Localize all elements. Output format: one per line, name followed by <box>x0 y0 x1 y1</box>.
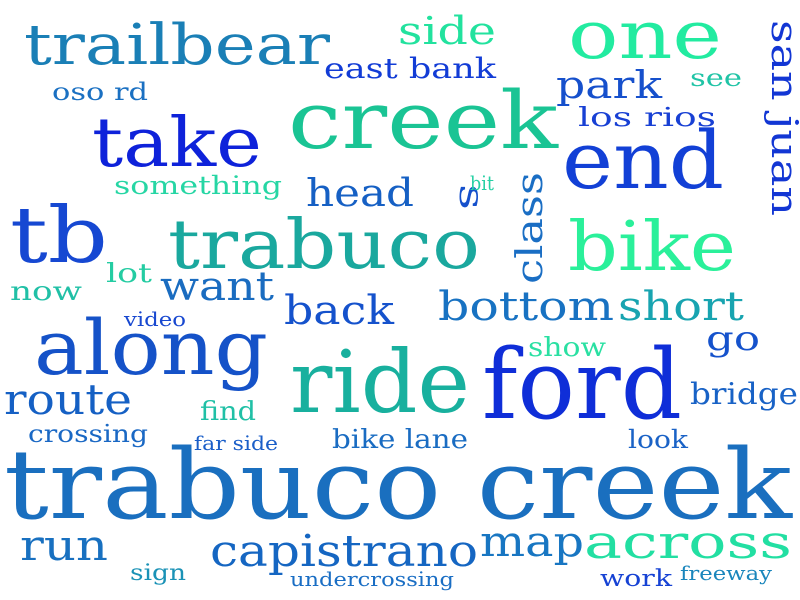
word-bit: bit <box>470 171 494 195</box>
word-side: side <box>398 9 496 53</box>
word-end: end <box>562 114 724 207</box>
word-bridge: bridge <box>690 377 798 412</box>
word-undercrossing: undercrossing <box>290 567 454 591</box>
word-s: s <box>451 184 491 210</box>
word-ride: ride <box>290 333 470 433</box>
word-look: look <box>628 425 689 454</box>
word-head: head <box>306 171 414 215</box>
word-far-side: far side <box>194 431 278 455</box>
word-map: map <box>480 517 584 566</box>
word-class: class <box>510 172 551 284</box>
word-east-bank: east bank <box>324 52 497 85</box>
word-run: run <box>20 521 108 570</box>
word-ford: ford <box>482 329 682 441</box>
word-route: route <box>4 375 132 424</box>
word-freeway: freeway <box>680 561 773 585</box>
word-lot: lot <box>106 259 153 289</box>
word-oso-rd: oso rd <box>52 78 148 106</box>
word-along: along <box>34 303 268 392</box>
word-back: back <box>284 288 395 334</box>
word-want: want <box>160 264 274 310</box>
word-bike-lane: bike lane <box>332 425 468 455</box>
word-across: across <box>584 515 792 569</box>
word-bottom: bottom <box>438 284 614 330</box>
word-something: something <box>114 171 282 200</box>
word-park: park <box>556 63 663 107</box>
word-capistrano: capistrano <box>210 526 478 577</box>
word-work: work <box>600 566 673 592</box>
word-one: one <box>568 0 722 74</box>
word-trabuco: trabuco <box>168 206 480 285</box>
word-trailbear: trailbear <box>24 13 330 78</box>
word-tb: tb <box>10 191 108 281</box>
word-see: see <box>690 64 742 92</box>
word-now: now <box>10 277 82 307</box>
word-video: video <box>123 307 186 331</box>
word-take: take <box>92 104 262 183</box>
word-short: short <box>618 284 744 330</box>
word-crossing: crossing <box>28 420 148 448</box>
word-find: find <box>200 397 256 427</box>
word-sign: sign <box>130 561 186 586</box>
word-show: show <box>528 333 606 363</box>
word-creek: creek <box>288 74 560 167</box>
word-trabuco-creek: trabuco creek <box>4 429 793 541</box>
word-bike: bike <box>568 208 736 287</box>
word-los-rios: los rios <box>578 103 716 133</box>
word-go: go <box>706 319 760 359</box>
word-san-juan: san juan <box>763 20 800 216</box>
